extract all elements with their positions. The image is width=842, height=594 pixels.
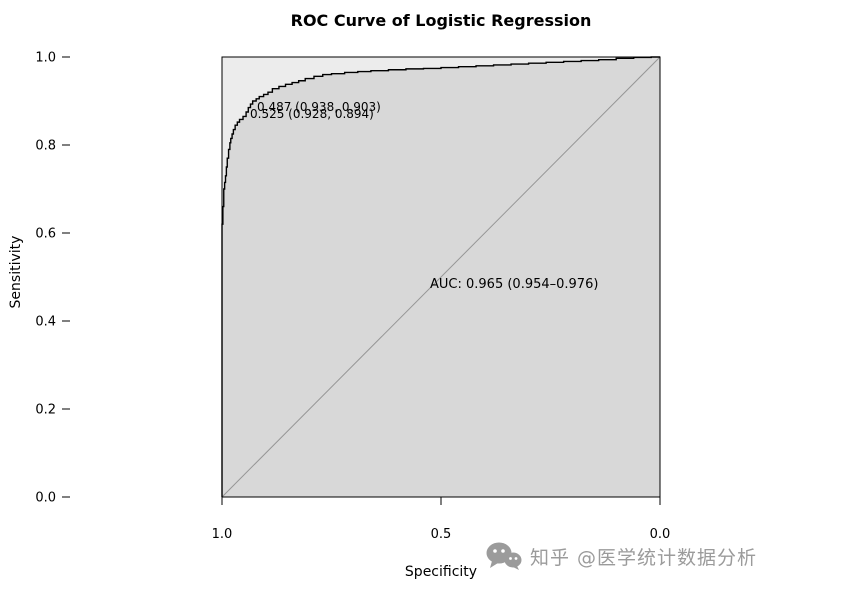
y-tick-label: 1.0 [35, 51, 56, 66]
watermark: 知乎 @医学统计数据分析 [486, 541, 757, 571]
watermark-text: 知乎 @医学统计数据分析 [530, 546, 758, 569]
x-axis-label: Specificity [404, 564, 478, 580]
x-tick-label: 1.0 [212, 527, 233, 542]
x-tick-label: 0.0 [650, 527, 671, 542]
y-tick-label: 0.4 [35, 315, 56, 330]
y-tick-label: 0.0 [35, 491, 56, 506]
auc-annotation: AUC: 0.965 (0.954–0.976) [430, 277, 599, 292]
y-tick-label: 0.2 [35, 403, 56, 418]
threshold-annotation-1: 0.487 (0.938, 0.903) [257, 100, 381, 114]
wechat-icon [486, 542, 522, 570]
roc-curve [221, 56, 660, 497]
diagonal-reference-line [221, 56, 661, 498]
x-tick-label: 0.5 [431, 527, 452, 542]
y-tick-label: 0.6 [35, 227, 56, 242]
chart-title: ROC Curve of Logistic Regression [290, 11, 592, 30]
threshold-annotation-2: 0.525 (0.928, 0.894) [250, 107, 374, 121]
y-tick-label: 0.8 [35, 139, 56, 154]
